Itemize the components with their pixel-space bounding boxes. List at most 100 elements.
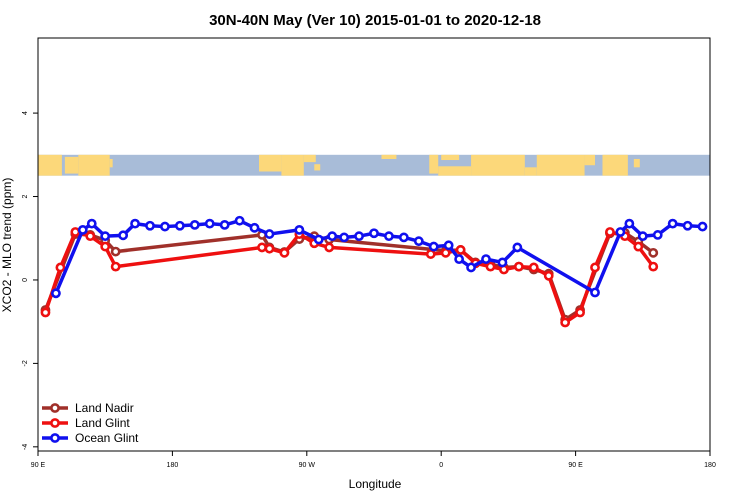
ocean-glint-point	[454, 254, 465, 265]
land-region	[441, 154, 460, 161]
ocean-glint-point	[145, 220, 155, 231]
y-tick-label: -2	[22, 360, 29, 366]
y-axis-label: XCO2 - MLO trend (ppm)	[0, 178, 14, 313]
y-tick-label: 0	[22, 278, 29, 282]
land-glint-point	[279, 247, 290, 258]
ocean-glint-point	[369, 228, 379, 239]
land-glint-point	[528, 262, 539, 273]
land-glint-point	[55, 262, 66, 273]
land-glint-point	[513, 261, 524, 272]
ocean-glint-point	[466, 262, 476, 273]
ocean-glint-point	[204, 218, 215, 229]
land-glint-point	[648, 261, 659, 272]
land-region	[471, 154, 525, 176]
land-glint-point	[575, 307, 585, 318]
chart-title: 30N-40N May (Ver 10) 2015-01-01 to 2020-…	[209, 12, 541, 29]
ocean-glint-point	[512, 242, 523, 253]
land-region	[429, 154, 439, 174]
land-region	[524, 167, 537, 176]
land-region	[38, 154, 62, 176]
land-glint-point	[560, 317, 571, 328]
land-glint-line	[43, 230, 655, 325]
ocean-glint-point	[615, 227, 626, 237]
ocean-glint-point	[234, 215, 245, 226]
land-glint-point	[440, 247, 451, 258]
ocean-glint-point	[652, 230, 663, 240]
series-layer	[40, 215, 708, 328]
land-region	[438, 166, 472, 176]
legend-marker-ocean-glint	[50, 433, 60, 443]
ocean-glint-point	[327, 231, 338, 242]
legend-marker-land-glint	[50, 418, 60, 428]
land-region	[78, 154, 110, 176]
y-axis: -4 -2 0 2 4	[22, 111, 38, 450]
land-glint-point	[425, 249, 436, 259]
ocean-glint-point	[384, 231, 394, 242]
ocean-glint-point	[313, 234, 324, 245]
legend-label-ocean-glint: Ocean Glint	[75, 431, 139, 445]
land-glint-point	[40, 307, 51, 318]
land-glint-point	[85, 231, 96, 242]
ocean-glint-point	[428, 241, 439, 252]
land-nadir-line	[43, 231, 655, 322]
land-region	[303, 154, 316, 163]
ocean-glint-point	[354, 231, 364, 242]
legend-marker-land-nadir	[50, 403, 60, 413]
land-region	[602, 154, 628, 176]
ocean-glint-point	[398, 232, 409, 243]
land-region	[633, 158, 640, 168]
ocean-glint-point	[497, 257, 508, 268]
land-region	[109, 158, 113, 168]
x-axis-label: Longitude	[349, 477, 402, 491]
legend-label-land-glint: Land Glint	[75, 416, 130, 430]
ocean-glint-point	[77, 224, 88, 235]
ocean-glint-point	[590, 287, 600, 298]
land-glint-point	[543, 270, 554, 281]
land-glint-point	[485, 261, 496, 272]
x-tick-label: 180	[704, 462, 716, 469]
ocean-glint-point	[682, 220, 693, 231]
land-glint-point	[455, 245, 466, 255]
ocean-glint-point	[637, 231, 648, 242]
ocean-glint-point	[249, 222, 260, 233]
ocean-glint-point	[667, 218, 678, 229]
land-glint-point	[70, 227, 81, 237]
land-glint-point	[590, 262, 600, 273]
ocean-glint-point	[86, 218, 97, 229]
land-glint-point	[110, 261, 121, 272]
ocean-glint-point	[443, 240, 454, 251]
land-region	[381, 154, 397, 159]
ocean-glint-point	[413, 236, 424, 247]
x-axis: 90 E 180 90 W 0 90 E 180	[31, 451, 716, 469]
land-region	[281, 154, 304, 176]
land-glint-point	[100, 241, 111, 252]
x-tick-label: 180	[167, 462, 179, 469]
land-region	[314, 164, 321, 171]
ocean-glint-point	[697, 221, 708, 232]
land-region	[259, 154, 282, 172]
ocean-glint-point	[339, 232, 350, 243]
x-tick-label: 90 W	[299, 462, 316, 469]
land-glint-point	[257, 242, 267, 253]
y-tick-label: 2	[22, 194, 29, 198]
ocean-glint-point	[189, 219, 200, 230]
ocean-glint-point	[51, 288, 61, 299]
ocean-glint-point	[160, 221, 170, 232]
land-glint-point	[264, 243, 275, 254]
land-region	[64, 156, 79, 174]
land-glint-point	[633, 241, 644, 252]
land-nadir-point	[110, 246, 121, 257]
y-tick-label: 4	[22, 111, 29, 115]
y-tick-label: -4	[22, 444, 29, 450]
ocean-glint-point	[118, 230, 129, 241]
ocean-glint-point	[130, 218, 140, 229]
ocean-glint-point	[624, 218, 635, 229]
x-tick-label: 90 E	[31, 462, 46, 469]
x-tick-label: 0	[439, 462, 443, 469]
ocean-glint-point	[219, 219, 230, 230]
ocean-glint-point	[264, 229, 275, 239]
x-tick-label: 90 E	[568, 462, 583, 469]
ocean-glint-point	[100, 231, 111, 242]
